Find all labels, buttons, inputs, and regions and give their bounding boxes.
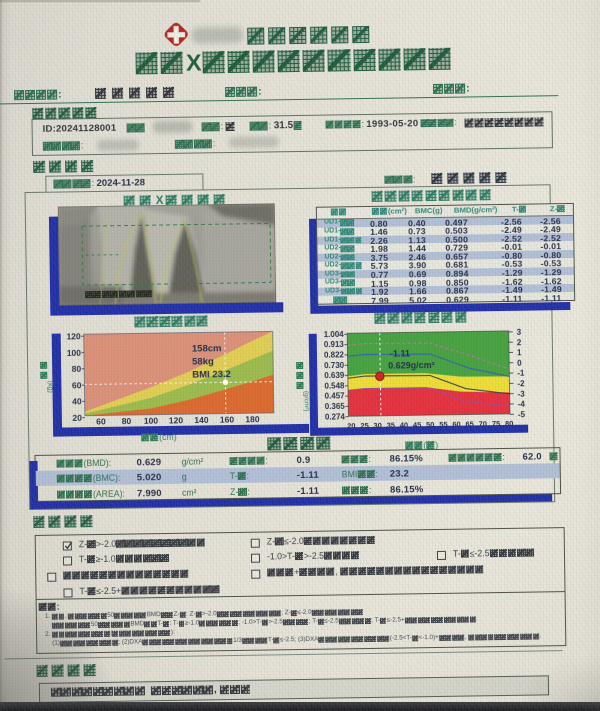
svg-text:-3: -3 [518, 389, 526, 398]
svg-text:40: 40 [400, 420, 408, 429]
svg-text:80: 80 [72, 364, 82, 374]
svg-text:35: 35 [387, 421, 395, 430]
svg-text:180: 180 [245, 414, 260, 424]
svg-text:20: 20 [72, 413, 82, 423]
svg-text:58kg: 58kg [192, 356, 214, 367]
svg-text:160: 160 [220, 414, 235, 424]
svg-text:0.639: 0.639 [324, 371, 345, 380]
svg-text:0: 0 [517, 359, 522, 368]
svg-text:120: 120 [66, 331, 81, 341]
svg-text:30: 30 [373, 421, 381, 430]
svg-text:40: 40 [72, 396, 82, 406]
svg-text:100: 100 [144, 416, 159, 426]
svg-text:60: 60 [72, 380, 82, 390]
svg-text:BMI 23.2: BMI 23.2 [192, 369, 231, 381]
svg-text:0.913: 0.913 [324, 340, 345, 349]
svg-text:120: 120 [169, 415, 184, 425]
svg-text:0.274: 0.274 [325, 412, 346, 421]
svg-text:0.730: 0.730 [324, 361, 345, 370]
svg-text:140: 140 [194, 415, 209, 425]
svg-text:45: 45 [413, 420, 421, 429]
svg-text:0.822: 0.822 [324, 350, 345, 359]
svg-text:0.365: 0.365 [325, 402, 346, 411]
svg-text:60: 60 [452, 420, 460, 429]
svg-text:-2: -2 [517, 379, 525, 388]
svg-text:1: 1 [517, 348, 522, 357]
svg-text:0.457: 0.457 [325, 392, 346, 401]
svg-text:60: 60 [96, 416, 106, 426]
svg-text:-1: -1 [517, 369, 525, 378]
svg-text:0.629g/cm²: 0.629g/cm² [388, 360, 435, 371]
svg-text:2: 2 [517, 338, 522, 347]
svg-text:70: 70 [479, 419, 487, 428]
svg-text:-5: -5 [518, 410, 526, 419]
svg-text:-4: -4 [518, 400, 526, 409]
svg-text:-1.11: -1.11 [390, 348, 410, 358]
svg-text:65: 65 [466, 419, 474, 428]
svg-text:1.004: 1.004 [324, 330, 345, 339]
svg-text:0.548: 0.548 [324, 381, 345, 390]
svg-text:80: 80 [505, 419, 513, 428]
svg-text:158cm: 158cm [192, 343, 222, 354]
svg-text:75: 75 [492, 419, 500, 428]
svg-text:80: 80 [122, 416, 132, 426]
svg-text:3: 3 [517, 328, 522, 337]
svg-text:55: 55 [439, 420, 447, 429]
svg-text:20: 20 [347, 421, 355, 430]
svg-text:100: 100 [67, 348, 82, 358]
svg-text:25: 25 [360, 421, 368, 430]
svg-text:50: 50 [426, 420, 434, 429]
